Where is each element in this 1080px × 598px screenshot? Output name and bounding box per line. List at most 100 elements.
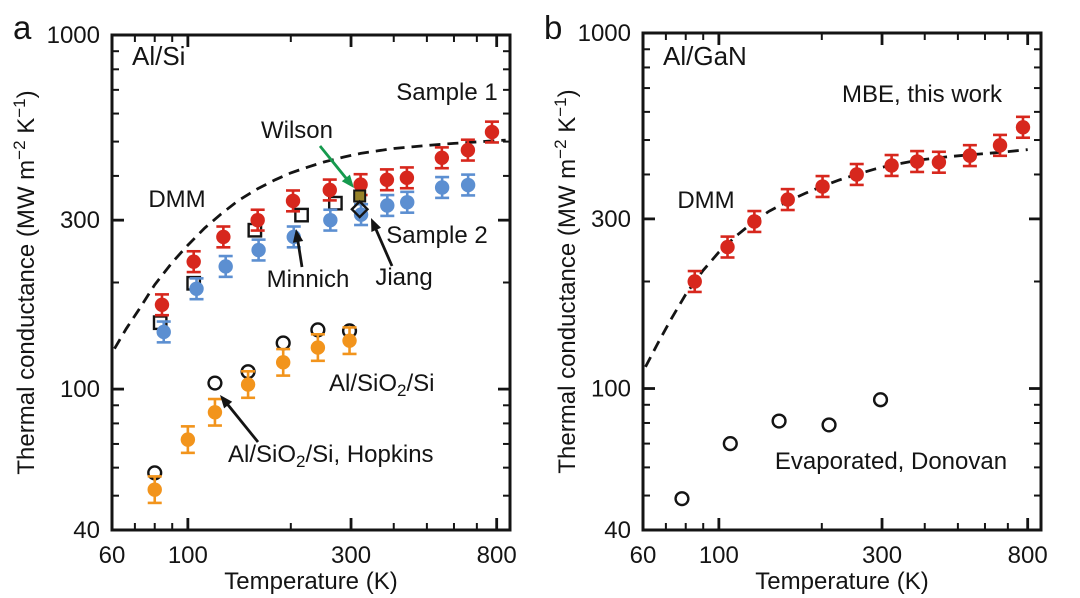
line-dmm	[113, 138, 506, 350]
marker-minnich	[294, 207, 309, 223]
series-dmm	[644, 148, 1028, 368]
annotation-arrow-head	[371, 218, 381, 232]
marker-mbe-this-work	[884, 158, 899, 173]
annotation-text-label-dmm: DMM	[148, 186, 205, 213]
series-sample-1	[154, 120, 500, 317]
marker-mbe-this-work	[909, 154, 925, 169]
tick-labels: 60 100 300 800 40 100 300 1000	[47, 22, 517, 569]
marker-al-sio2-si	[240, 377, 256, 392]
marker-mbe-this-work	[815, 179, 830, 194]
marker-mbe-this-work	[931, 155, 947, 170]
marker-sample-1	[186, 254, 201, 269]
annotation-text-label-minnich: Minnich	[267, 266, 350, 293]
marker-sample-1	[154, 297, 170, 313]
annotation-text-label-dmm: DMM	[677, 187, 734, 214]
marker-sample-1	[250, 212, 265, 228]
svg-text:Thermal conductance (MW m−2 K−: Thermal conductance (MW m−2 K−1)	[551, 89, 581, 473]
annotation-text-label-jiang: Jiang	[375, 264, 432, 291]
annotation-interface-label: Al/Si	[132, 41, 185, 71]
annotation-label-sample-2: Sample 2	[386, 222, 487, 249]
marker-mbe-this-work	[747, 214, 762, 229]
panel-al-si: 60 100 300 800 40 100 300 1000 Temperature (K) Th…	[10, 9, 517, 595]
annotation-label-wilson: Wilson	[261, 117, 354, 188]
y-axis-title: Thermal conductance (MW m−2 K−1)	[551, 89, 581, 473]
y-tick-label: 300	[60, 207, 100, 234]
marker-al-sio2-si	[147, 482, 162, 497]
x-tick-label: 100	[699, 542, 739, 569]
marker-donovan	[771, 413, 787, 429]
x-tick-label: 60	[99, 542, 126, 569]
x-tick-label: 300	[862, 542, 902, 569]
annotation-arrow-head	[292, 229, 304, 243]
annotation-text-interface-label: Al/Si	[132, 41, 185, 71]
marker-hopkins	[275, 335, 291, 351]
x-tick-label: 300	[331, 542, 371, 569]
marker-jiang	[350, 199, 370, 219]
annotation-label-donovan: Evaporated, Donovan	[775, 448, 1007, 475]
annotation-text-label-sample-1: Sample 1	[396, 79, 497, 106]
annotation-panel-letter: b	[544, 9, 562, 46]
series-dmm	[113, 138, 506, 350]
y-tick-label: 40	[604, 517, 631, 544]
annotation-text-label-wilson: Wilson	[261, 117, 333, 144]
annotation-arrow-line	[318, 145, 351, 184]
marker-mbe-this-work	[780, 192, 795, 207]
series-donovan	[674, 392, 889, 507]
marker-mbe-this-work	[687, 274, 702, 289]
annotation-label-mbe: MBE, this work	[842, 81, 1003, 108]
panel-al-gan: 60 100 300 800 40 100 300 1000 Temperature (K) Th…	[544, 9, 1048, 595]
x-axis-title: Temperature (K)	[755, 568, 928, 595]
annotation-text-label-mbe: MBE, this work	[842, 81, 1003, 108]
annotation-label-hopkins: Al/SiO2/Si, Hopkins	[220, 395, 434, 471]
annotation-label-al-sio2-si: Al/SiO2/Si	[329, 370, 435, 400]
tick-labels: 60 100 300 800 40 100 300 1000	[578, 20, 1048, 569]
series-sample-2	[156, 173, 476, 344]
marker-sample-2	[323, 212, 338, 228]
annotation-label-minnich: Minnich	[267, 229, 350, 293]
marker-mbe-this-work	[992, 138, 1008, 153]
marker-sample-1	[434, 150, 450, 165]
annotation-text-panel-letter: b	[544, 9, 562, 46]
marker-sample-1	[216, 229, 231, 245]
y-tick-label: 1000	[578, 20, 631, 47]
y-tick-label: 1000	[47, 22, 100, 49]
y-tick-label: 300	[591, 206, 631, 233]
marker-al-sio2-si	[207, 405, 223, 420]
marker-al-sio2-si	[275, 355, 291, 370]
marker-donovan	[722, 435, 738, 452]
y-tick-label: 40	[73, 517, 100, 544]
marker-al-sio2-si	[310, 340, 326, 355]
y-tick-label: 100	[60, 376, 100, 403]
x-axis-title: Temperature (K)	[224, 568, 397, 595]
annotation-text-interface-label: Al/GaN	[663, 41, 747, 71]
x-tick-label: 800	[477, 542, 517, 569]
marker-donovan	[674, 491, 690, 507]
marker-sample-1	[379, 172, 395, 188]
series-minnich	[152, 195, 343, 331]
marker-sample-2	[218, 259, 233, 274]
x-tick-label: 800	[1008, 542, 1048, 569]
marker-sample-2	[434, 180, 450, 195]
marker-mbe-this-work	[962, 148, 978, 163]
marker-al-sio2-si	[342, 333, 357, 348]
annotation-arrow-head	[220, 395, 233, 409]
marker-sample-1	[353, 177, 368, 192]
marker-sample-2	[189, 281, 204, 296]
annotation-label-sample-1: Sample 1	[396, 79, 497, 106]
marker-sample-1	[484, 124, 500, 140]
marker-donovan	[821, 417, 837, 433]
marker-sample-1	[399, 170, 415, 186]
marker-sample-2	[380, 198, 395, 213]
marker-sample-2	[251, 242, 266, 258]
marker-sample-1	[285, 193, 301, 209]
marker-sample-1	[322, 182, 337, 198]
marker-mbe-this-work	[1015, 120, 1031, 135]
marker-mbe-this-work	[849, 167, 864, 182]
marker-donovan	[872, 392, 889, 408]
marker-sample-2	[460, 177, 476, 193]
series-jiang	[350, 199, 370, 219]
annotation-text-label-donovan: Evaporated, Donovan	[775, 448, 1007, 475]
marker-al-sio2-si	[180, 432, 196, 447]
